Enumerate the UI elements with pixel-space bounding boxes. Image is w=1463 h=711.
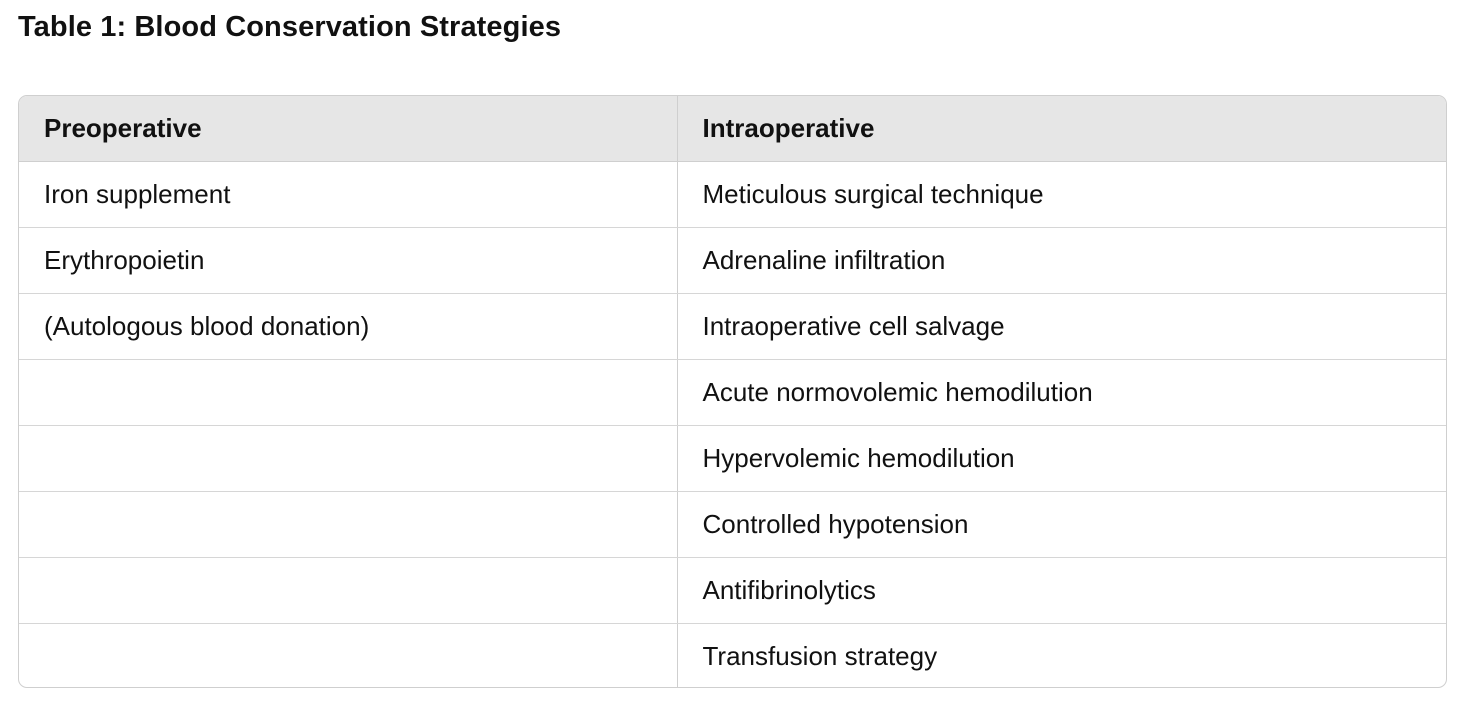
preoperative-cell: Erythropoietin [19, 227, 678, 294]
intraoperative-cell: Transfusion strategy [702, 641, 938, 672]
table-row: Erythropoietin Adrenaline infiltration [19, 227, 1446, 294]
preoperative-cell [19, 359, 678, 426]
preoperative-cell [19, 557, 678, 624]
table-row: Antifibrinolytics [19, 557, 1446, 624]
preoperative-cell: (Autologous blood donation) [19, 293, 678, 360]
table-row: Iron supplement Meticulous surgical tech… [19, 161, 1446, 228]
preoperative-cell [19, 623, 678, 687]
preoperative-cell [19, 425, 678, 492]
header-row: Preoperative Intraoperative [19, 96, 1446, 162]
intraoperative-cell: Intraoperative cell salvage [677, 293, 1446, 360]
preoperative-cell [19, 491, 678, 558]
data-table: Preoperative Intraoperative Iron supplem… [19, 96, 1446, 687]
intraoperative-cell: Hypervolemic hemodilution [677, 425, 1446, 492]
intraoperative-cell: Controlled hypotension [677, 491, 1446, 558]
intraoperative-cell: Adrenaline infiltration [677, 227, 1446, 294]
table-row: (Autologous blood donation) Intraoperati… [19, 293, 1446, 360]
preoperative-cell: Iron supplement [19, 161, 678, 228]
table-row: Acute normovolemic hemodilution [19, 359, 1446, 426]
intraoperative-cell: Meticulous surgical technique [677, 161, 1446, 228]
column-header-intraoperative: Intraoperative [677, 96, 1446, 162]
table-row: Controlled hypotension [19, 491, 1446, 558]
table-title: Table 1: Blood Conservation Strategies [18, 11, 562, 43]
table-header: Preoperative Intraoperative [19, 96, 1446, 162]
table-body: Iron supplement Meticulous surgical tech… [19, 161, 1446, 687]
intraoperative-cell: Antifibrinolytics [677, 557, 1446, 624]
table-row: Transfusion strategy [19, 623, 1446, 687]
intraoperative-cell: Acute normovolemic hemodilution [677, 359, 1446, 426]
blood-conservation-table: Preoperative Intraoperative Iron supplem… [18, 95, 1447, 688]
table-row: Hypervolemic hemodilution [19, 425, 1446, 492]
column-header-preoperative: Preoperative [19, 96, 678, 162]
